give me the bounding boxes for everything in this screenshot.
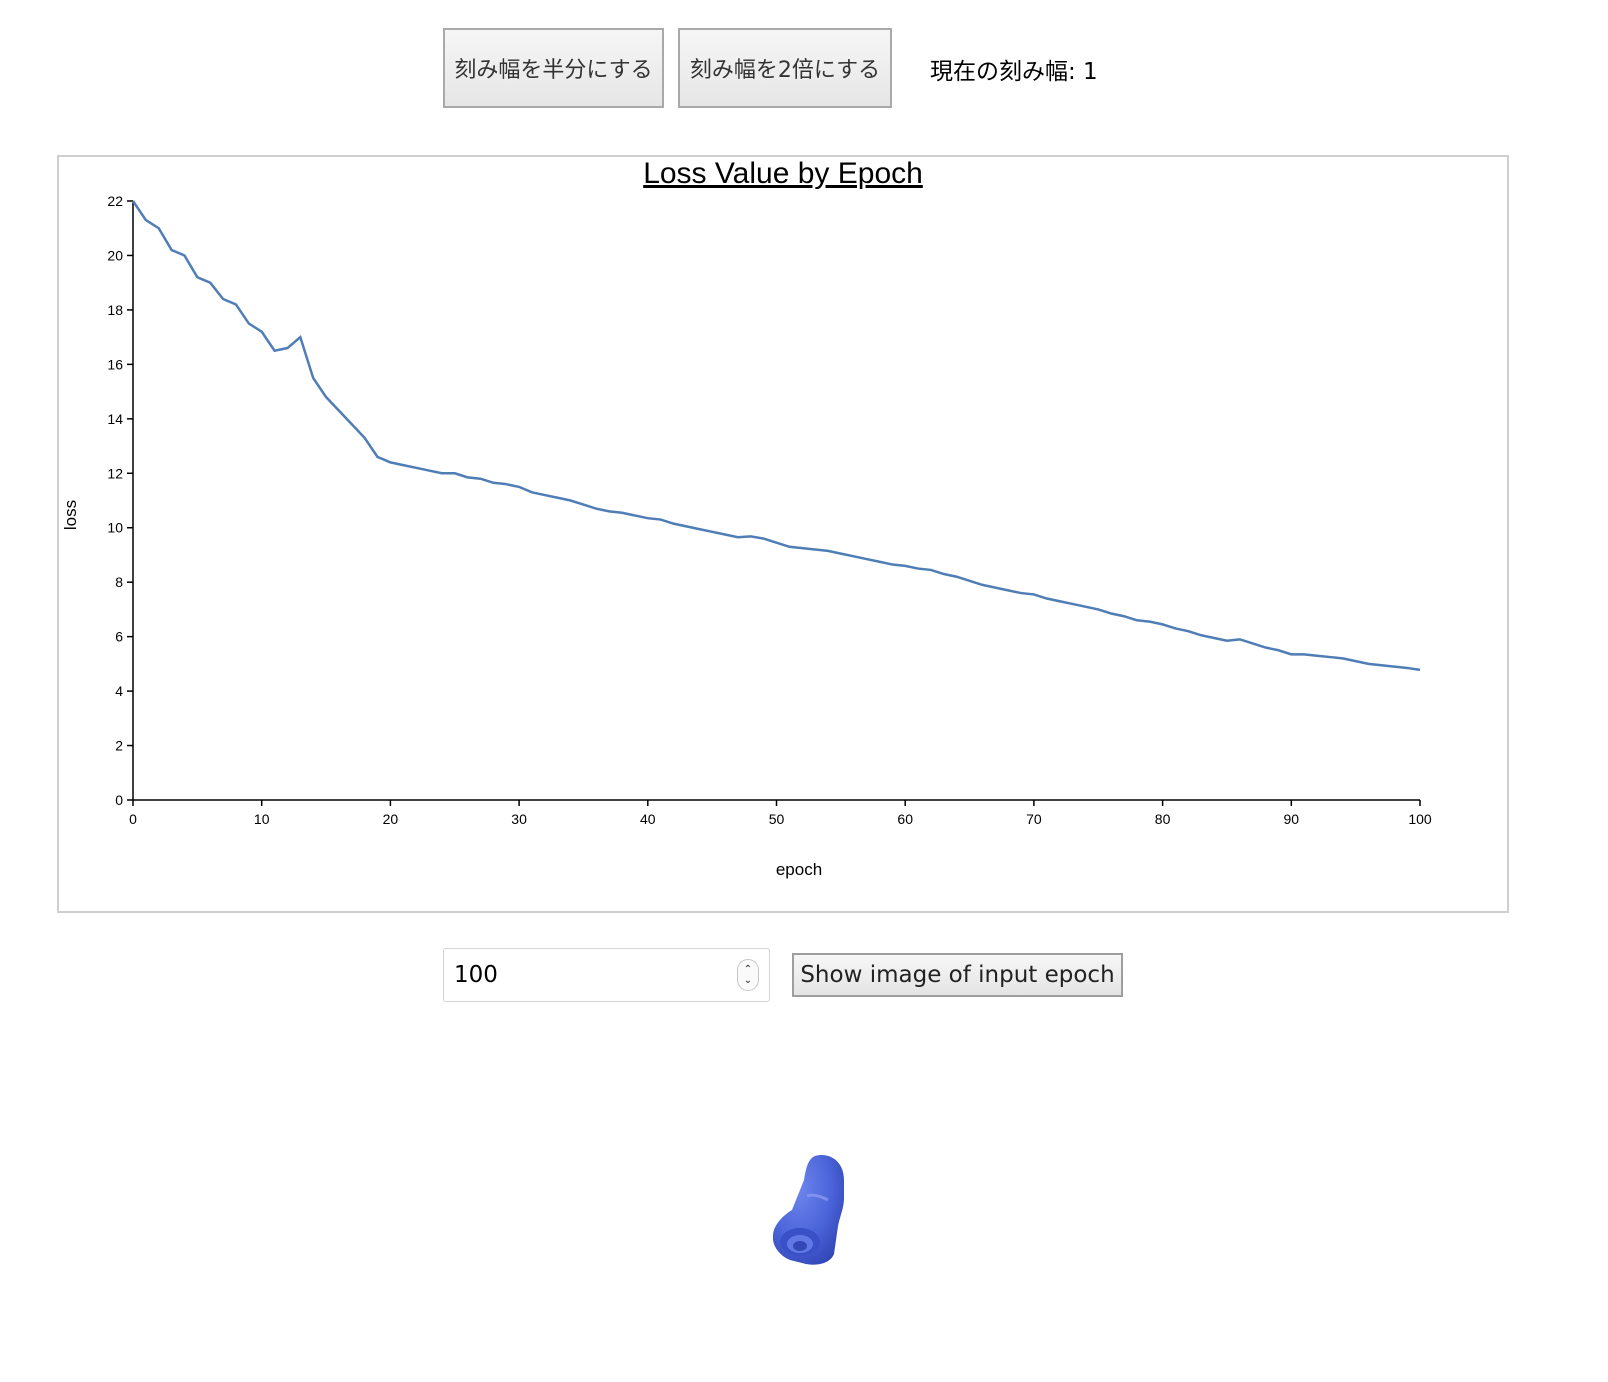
step-controls: 刻み幅を半分にする 刻み幅を2倍にする 現在の刻み幅: 1 [0,28,1608,110]
y-tick-label: 10 [107,520,123,536]
x-tick-label: 0 [129,811,137,827]
epoch-input[interactable]: 100 [443,948,770,1002]
chevron-up-icon[interactable]: ⌃ [743,964,753,975]
current-step-label: 現在の刻み幅: 1 [930,59,1098,85]
halve-step-button[interactable]: 刻み幅を半分にする [443,28,664,108]
y-tick-label: 18 [107,302,123,318]
chart-title: Loss Value by Epoch [643,157,923,190]
loss-chart-svg: Loss Value by Epoch 02468101214161820220… [61,157,1432,879]
y-axis-title: loss [61,500,80,530]
y-tick-label: 4 [115,683,123,699]
y-tick-label: 8 [115,574,123,590]
x-tick-label: 10 [254,811,270,827]
loss-chart: Loss Value by Epoch 0 2 4 6 8 10 12 14 16 18 20 22 0… [57,155,1509,913]
rendered-object-icon [772,1155,844,1265]
show-epoch-image-button[interactable]: Show image of input epoch [792,953,1123,997]
chevron-down-icon[interactable]: ⌄ [743,975,753,986]
y-tick-label: 14 [107,411,123,427]
loss-series-line [131,200,1421,672]
x-tick-label: 70 [1026,811,1042,827]
y-tick-label: 22 [107,193,123,209]
y-tick-label: 6 [115,629,123,645]
x-axis-title: epoch [776,860,822,879]
x-tick-label: 60 [897,811,913,827]
x-tick-label: 20 [383,811,399,827]
chart-axes: 0 2 4 6 8 10 12 14 16 18 20 22 0 10 20 30 40 50 60 70 80 90 10… [107,193,1431,827]
y-tick-label: 20 [107,247,123,263]
x-tick-label: 30 [511,811,527,827]
y-tick-label: 12 [107,465,123,481]
y-tick-label: 2 [115,738,123,754]
epoch-render-image [760,1150,870,1280]
epoch-stepper[interactable]: ⌃ ⌄ [737,959,759,991]
x-tick-label: 90 [1284,811,1300,827]
double-step-button[interactable]: 刻み幅を2倍にする [678,28,892,108]
x-tick-label: 40 [640,811,656,827]
y-tick-label: 0 [115,792,123,808]
y-tick-label: 16 [107,356,123,372]
x-tick-label: 50 [769,811,785,827]
x-tick-label: 80 [1155,811,1171,827]
x-tick-label: 100 [1408,811,1432,827]
